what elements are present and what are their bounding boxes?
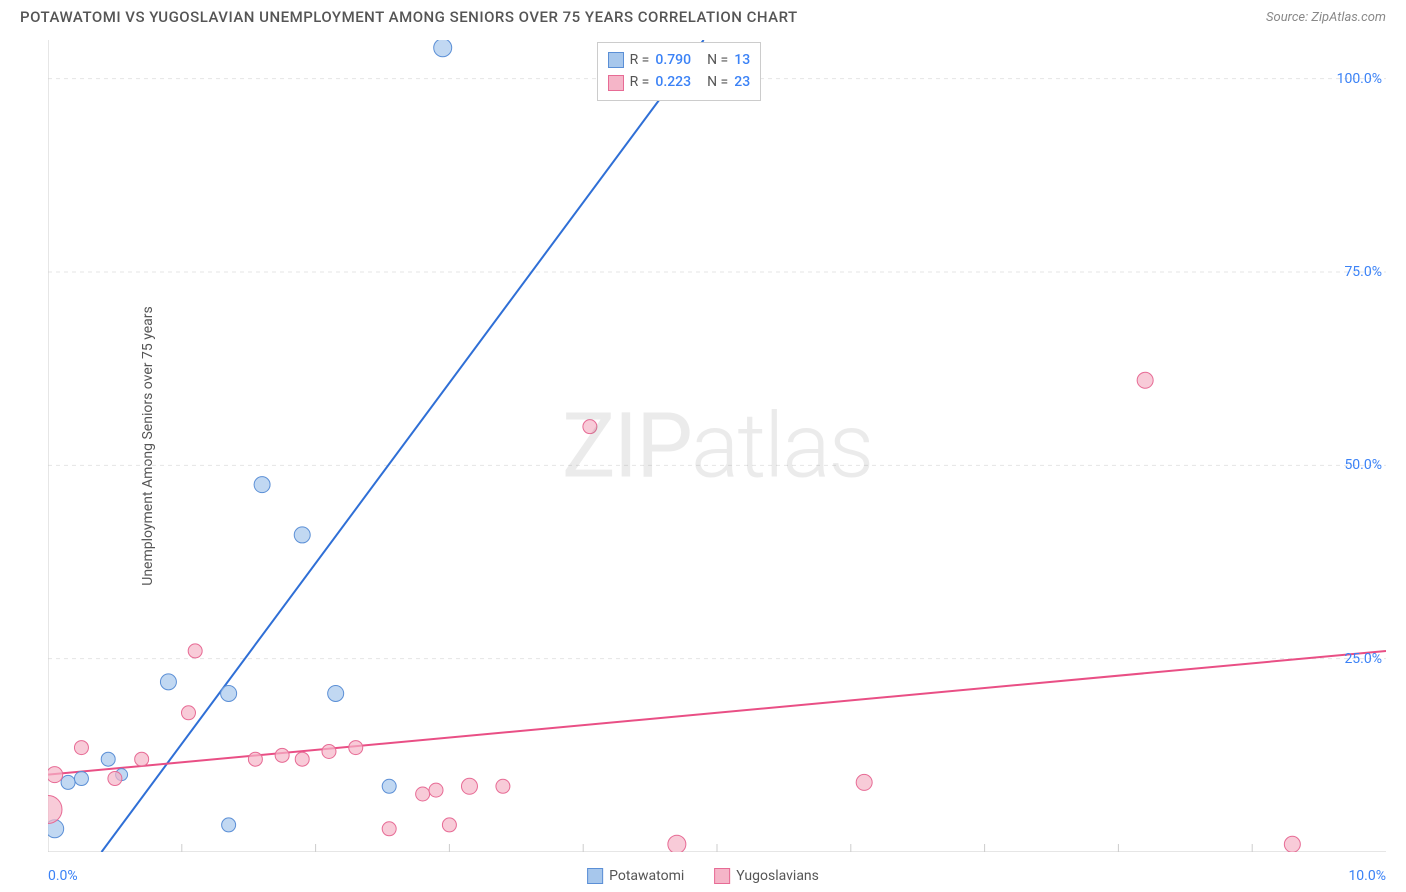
y-tick-label: 50.0% — [1344, 457, 1382, 473]
legend-stat-row: R =0.790 N = 13 — [608, 49, 751, 71]
n-value: 13 — [734, 49, 750, 71]
r-value: 0.790 — [655, 49, 691, 71]
swatch-icon — [608, 75, 624, 91]
chart-area: ZIPatlas — [48, 40, 1386, 852]
x-axis-min-label: 0.0% — [48, 868, 78, 884]
r-label: R = — [630, 71, 650, 93]
x-axis-max-label: 10.0% — [1348, 868, 1386, 884]
swatch-yugoslavians — [714, 868, 730, 884]
y-tick-label: 75.0% — [1344, 264, 1382, 280]
chart-source: Source: ZipAtlas.com — [1266, 10, 1386, 25]
n-value: 23 — [734, 71, 750, 93]
legend-item-yugoslavians: Yugoslavians — [714, 868, 819, 884]
r-value: 0.223 — [655, 71, 691, 93]
scatter-plot — [48, 40, 1386, 852]
legend-item-potawatomi: Potawatomi — [587, 868, 684, 884]
header: POTAWATOMI VS YUGOSLAVIAN UNEMPLOYMENT A… — [0, 0, 1406, 30]
y-tick-label: 25.0% — [1344, 651, 1382, 667]
legend-label-potawatomi: Potawatomi — [609, 868, 684, 884]
swatch-icon — [608, 52, 624, 68]
r-label: R = — [630, 49, 650, 71]
legend-stats: R =0.790 N = 13 R =0.223 N = 23 — [597, 42, 762, 101]
n-label: N = — [707, 71, 728, 93]
legend-label-yugoslavians: Yugoslavians — [736, 868, 819, 884]
legend-series: Potawatomi Yugoslavians — [587, 868, 819, 884]
legend-stat-row: R =0.223 N = 23 — [608, 71, 751, 93]
n-label: N = — [707, 49, 728, 71]
chart-title: POTAWATOMI VS YUGOSLAVIAN UNEMPLOYMENT A… — [20, 8, 798, 26]
swatch-potawatomi — [587, 868, 603, 884]
y-tick-label: 100.0% — [1337, 71, 1382, 87]
